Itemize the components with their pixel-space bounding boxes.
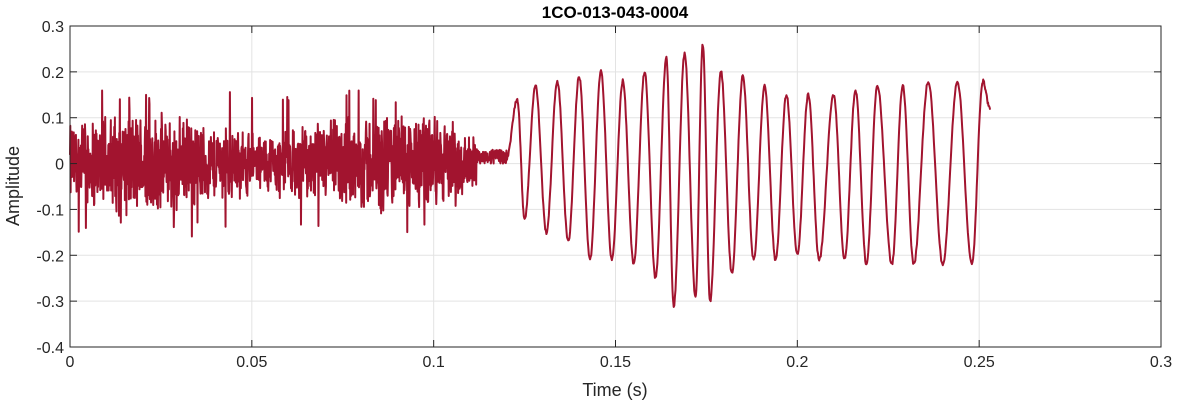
amplitude-series-line: [69, 43, 992, 308]
y-tick-label: 0.3: [42, 19, 64, 36]
x-tick-label: 0.3: [1150, 354, 1172, 371]
y-tick-label: 0: [55, 157, 64, 174]
x-tick-label: 0.1: [423, 354, 445, 371]
y-tick-label: -0.2: [36, 248, 64, 265]
x-axis-ticks: 0 0.05 0.1 0.15 0.2 0.25 0.3: [66, 26, 1172, 371]
x-tick-label: 0: [66, 354, 75, 371]
x-tick-label: 0.2: [786, 354, 808, 371]
y-tick-label: -0.3: [36, 294, 64, 311]
y-axis-ticks: -0.4 -0.3 -0.2 -0.1 0 0.1 0.2 0.3: [36, 19, 1161, 357]
y-axis-label: Amplitude: [3, 146, 23, 226]
y-tick-label: 0.1: [42, 111, 64, 128]
y-tick-label: -0.4: [36, 340, 64, 357]
chart-title: 1CO-013-043-0004: [542, 3, 689, 22]
y-tick-label: -0.1: [36, 202, 64, 219]
series-layer: [69, 43, 992, 308]
x-tick-label: 0.15: [600, 354, 631, 371]
y-tick-label: 0.2: [42, 65, 64, 82]
x-axis-label: Time (s): [582, 380, 647, 400]
x-tick-label: 0.25: [964, 354, 995, 371]
x-tick-label: 0.05: [236, 354, 267, 371]
